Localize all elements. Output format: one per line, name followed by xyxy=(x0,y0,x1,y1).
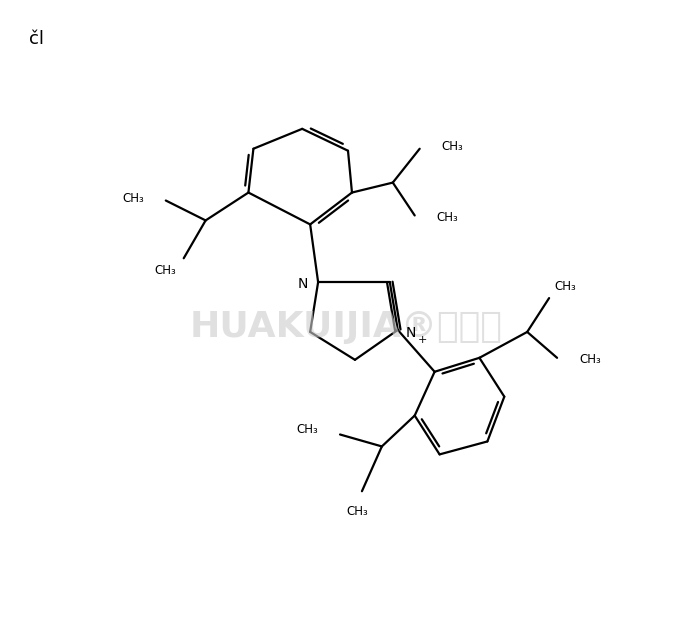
Text: CH₃: CH₃ xyxy=(579,353,601,366)
Text: N: N xyxy=(406,326,416,340)
Text: CH₃: CH₃ xyxy=(346,505,368,518)
Text: HUAKUIJIA®化学加: HUAKUIJIA®化学加 xyxy=(190,311,502,344)
Text: CH₃: CH₃ xyxy=(296,423,318,436)
Text: N: N xyxy=(298,277,308,291)
Text: CH₃: CH₃ xyxy=(441,140,464,153)
Text: CH₃: CH₃ xyxy=(154,264,176,277)
Text: +: + xyxy=(418,335,427,345)
Text: CH₃: CH₃ xyxy=(122,192,144,205)
Text: CH₃: CH₃ xyxy=(554,279,576,293)
Text: čl: čl xyxy=(29,30,44,48)
Text: CH₃: CH₃ xyxy=(437,211,458,224)
